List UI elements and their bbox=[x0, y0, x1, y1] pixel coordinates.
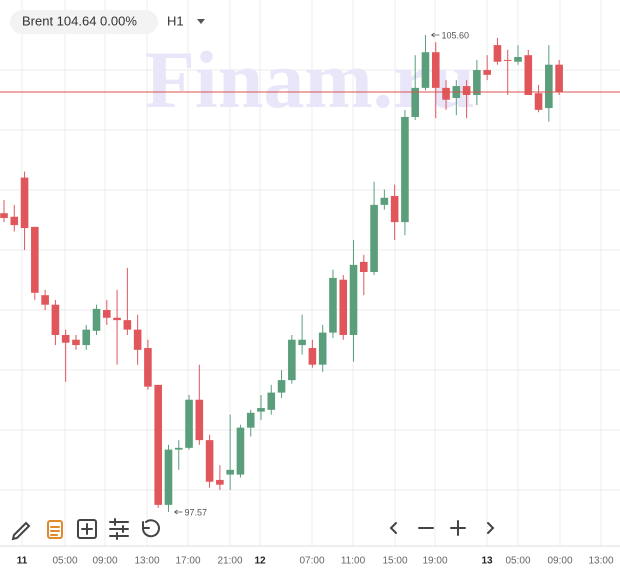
x-tick-label: 13:00 bbox=[588, 556, 613, 567]
candle-body bbox=[133, 329, 142, 350]
candle-body bbox=[349, 264, 358, 335]
candle-body bbox=[51, 304, 60, 335]
candle-body bbox=[216, 479, 224, 485]
zoom-in[interactable] bbox=[450, 520, 466, 536]
candle-body bbox=[534, 93, 543, 110]
x-tick-label: 17:00 bbox=[175, 556, 200, 567]
instrument-pill[interactable] bbox=[10, 10, 158, 34]
candle-body bbox=[545, 64, 553, 109]
toolbar bbox=[11, 518, 495, 541]
candle-body bbox=[473, 70, 481, 95]
candle-body bbox=[524, 55, 533, 95]
candle-body bbox=[514, 56, 522, 62]
candle-body bbox=[0, 213, 8, 218]
candle-body bbox=[164, 449, 173, 505]
candle-body bbox=[318, 332, 327, 365]
instrument[interactable]: Brent 104.64 0.00% bbox=[22, 13, 137, 28]
x-tick-label: 05:00 bbox=[505, 556, 530, 567]
candle-body bbox=[339, 279, 348, 335]
candle-body bbox=[174, 447, 183, 450]
candle-body bbox=[277, 380, 286, 393]
candle-body bbox=[226, 469, 234, 475]
candle-body bbox=[257, 408, 265, 412]
candle-body bbox=[92, 308, 101, 331]
candle-body bbox=[205, 440, 214, 482]
annotation-arrow bbox=[431, 32, 440, 38]
annotation-arrow bbox=[174, 509, 183, 515]
candle-body bbox=[380, 197, 389, 205]
annotation: 97.57 bbox=[184, 507, 207, 517]
settings[interactable] bbox=[109, 518, 129, 540]
candle-body bbox=[246, 412, 255, 428]
notes-tool[interactable] bbox=[47, 520, 63, 539]
plot: 105.60 97.57 bbox=[0, 30, 620, 517]
candle-body bbox=[82, 329, 91, 346]
x-tick-label: 11 bbox=[17, 556, 28, 567]
candle-body bbox=[401, 116, 409, 223]
candle-body bbox=[442, 87, 450, 100]
x-tick-label: 09:00 bbox=[547, 556, 572, 567]
candle-body bbox=[236, 427, 245, 475]
candle-body bbox=[123, 320, 132, 330]
candle-body bbox=[329, 277, 337, 333]
candle-body bbox=[390, 195, 399, 223]
candle-body bbox=[113, 317, 121, 321]
x-tick-label: 11:00 bbox=[341, 556, 366, 567]
timeframe-dropdown[interactable] bbox=[197, 19, 205, 24]
x-tick-label: 21:00 bbox=[217, 556, 242, 567]
candle-body bbox=[20, 177, 29, 229]
candle-body bbox=[503, 59, 512, 61]
add-indicator[interactable] bbox=[77, 519, 97, 539]
x-tick-label: 15:00 bbox=[382, 556, 407, 567]
annotation: 105.60 bbox=[441, 30, 469, 40]
candle-body bbox=[61, 334, 70, 343]
candle-body bbox=[288, 339, 296, 381]
x-tick-label: 05:00 bbox=[52, 556, 77, 567]
x-tick-label: 07:00 bbox=[299, 556, 324, 567]
candle-body bbox=[298, 339, 306, 346]
candle-body bbox=[267, 392, 276, 410]
scroll-left[interactable] bbox=[389, 522, 397, 534]
x-tick-label: 13:00 bbox=[134, 556, 159, 567]
candle-body bbox=[421, 52, 430, 88]
candle-body bbox=[103, 310, 111, 318]
candle-body bbox=[144, 348, 152, 387]
candle-body bbox=[185, 399, 193, 448]
candle-body bbox=[10, 216, 19, 226]
candle-body bbox=[555, 64, 563, 93]
candle-body bbox=[31, 226, 39, 293]
x-tick-label: 09:00 bbox=[92, 556, 117, 567]
candle-body bbox=[431, 52, 440, 88]
draw-tool[interactable] bbox=[11, 521, 31, 541]
candle-body bbox=[195, 399, 204, 441]
x-tick-label: 19:00 bbox=[422, 556, 447, 567]
candle-body bbox=[360, 261, 368, 273]
timeframe[interactable]: H1 bbox=[167, 13, 184, 28]
candle-body bbox=[462, 86, 471, 95]
candle-body bbox=[483, 70, 491, 75]
watermark: Finam.ru bbox=[145, 34, 475, 125]
candle-body bbox=[370, 204, 378, 273]
candle-body bbox=[72, 339, 80, 346]
reset[interactable] bbox=[142, 519, 160, 538]
x-tick-label: 12 bbox=[254, 556, 266, 567]
scroll-right[interactable] bbox=[487, 522, 495, 534]
candle-body bbox=[308, 348, 317, 365]
candle-body bbox=[41, 295, 49, 305]
candle-body bbox=[411, 87, 419, 117]
candle-body bbox=[493, 45, 502, 62]
candle-body bbox=[154, 384, 162, 505]
x-tick-label: 13 bbox=[481, 556, 493, 567]
